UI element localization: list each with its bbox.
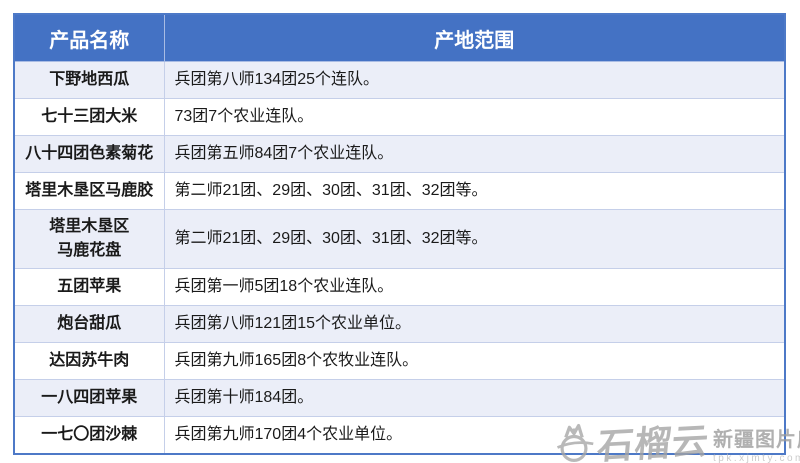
product-cell: 下野地西瓜 — [13, 61, 165, 99]
product-cell: 塔里木垦区马鹿胶 — [13, 172, 165, 210]
table-row: 塔里木垦区马鹿胶 第二师21团、29团、30团、31团、32团等。 — [13, 172, 786, 210]
table-row: 塔里木垦区 马鹿花盘 第二师21团、29团、30团、31团、32团等。 — [13, 209, 786, 269]
region-cell: 第二师21团、29团、30团、31团、32团等。 — [163, 209, 786, 269]
product-cell: 五团苹果 — [13, 268, 165, 306]
product-cell: 一七〇团沙棘 — [13, 416, 165, 454]
region-cell: 兵团第九师165团8个农牧业连队。 — [163, 342, 786, 380]
product-cell: 塔里木垦区 马鹿花盘 — [13, 209, 165, 269]
table-row: 下野地西瓜 兵团第八师134团25个连队。 — [13, 61, 786, 99]
table-row: 一七〇团沙棘 兵团第九师170团4个农业单位。 — [13, 416, 786, 454]
table-row: 炮台甜瓜 兵团第八师121团15个农业单位。 — [13, 305, 786, 343]
region-cell: 兵团第一师5团18个农业连队。 — [163, 268, 786, 306]
table-row: 达因苏牛肉 兵团第九师165团8个农牧业连队。 — [13, 342, 786, 380]
region-cell: 73团7个农业连队。 — [163, 98, 786, 136]
table-row: 七十三团大米 73团7个农业连队。 — [13, 98, 786, 136]
table-row: 一八四团苹果 兵团第十师184团。 — [13, 379, 786, 417]
table-row: 五团苹果 兵团第一师5团18个农业连队。 — [13, 268, 786, 306]
table-header-product: 产品名称 — [13, 13, 165, 62]
product-cell: 一八四团苹果 — [13, 379, 165, 417]
region-cell: 兵团第八师134团25个连队。 — [163, 61, 786, 99]
table-header-region: 产地范围 — [163, 13, 786, 62]
product-cell: 七十三团大米 — [13, 98, 165, 136]
product-cell: 炮台甜瓜 — [13, 305, 165, 343]
region-cell: 兵团第八师121团15个农业单位。 — [163, 305, 786, 343]
product-cell: 达因苏牛肉 — [13, 342, 165, 380]
region-cell: 兵团第五师84团7个农业连队。 — [163, 135, 786, 173]
table-row: 八十四团色素菊花 兵团第五师84团7个农业连队。 — [13, 135, 786, 173]
product-cell: 八十四团色素菊花 — [13, 135, 165, 173]
product-origin-table: 产品名称 产地范围 下野地西瓜 兵团第八师134团25个连队。 七十三团大米 7… — [13, 13, 786, 455]
region-cell: 兵团第十师184团。 — [163, 379, 786, 417]
region-cell: 第二师21团、29团、30团、31团、32团等。 — [163, 172, 786, 210]
table-header-row: 产品名称 产地范围 — [13, 13, 786, 62]
region-cell: 兵团第九师170团4个农业单位。 — [163, 416, 786, 454]
